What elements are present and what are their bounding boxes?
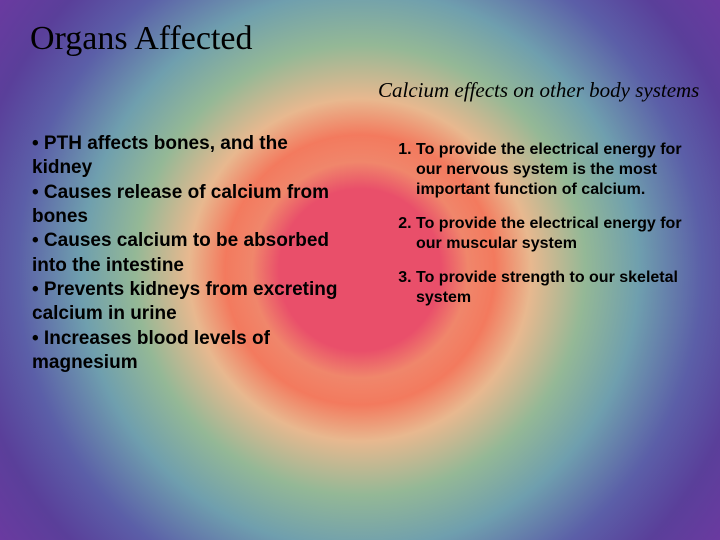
list-item: To provide strength to our skeletal syst… bbox=[416, 268, 690, 308]
list-item: To provide the electrical energy for our… bbox=[416, 140, 690, 200]
slide-title: Organs Affected bbox=[30, 20, 253, 58]
bullet-item: • Increases blood levels of magnesium bbox=[32, 327, 352, 376]
bullet-item: • Causes calcium to be absorbed into the… bbox=[32, 229, 352, 278]
bullet-item: • Causes release of calcium from bones bbox=[32, 181, 352, 230]
right-column: To provide the electrical energy for our… bbox=[390, 140, 690, 322]
list-item: To provide the electrical energy for our… bbox=[416, 214, 690, 254]
bullet-item: • PTH affects bones, and the kidney bbox=[32, 132, 352, 181]
slide-subtitle: Calcium effects on other body systems bbox=[378, 78, 699, 103]
slide: Organs Affected Calcium effects on other… bbox=[0, 0, 720, 540]
numbered-list: To provide the electrical energy for our… bbox=[390, 140, 690, 308]
left-column: • PTH affects bones, and the kidney • Ca… bbox=[32, 132, 352, 375]
bullet-item: • Prevents kidneys from excreting calciu… bbox=[32, 278, 352, 327]
